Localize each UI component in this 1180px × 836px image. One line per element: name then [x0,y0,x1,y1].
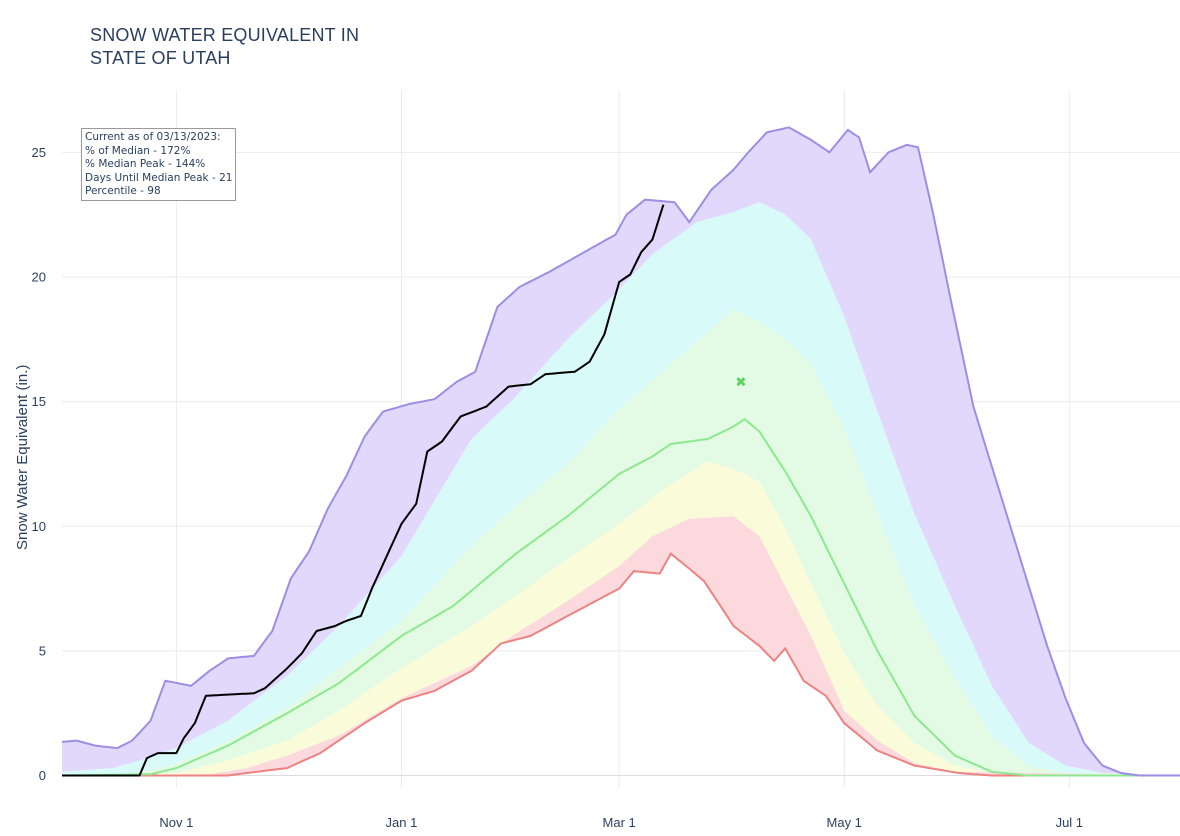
chart-title-line-2: STATE OF UTAH [90,48,231,68]
median-peak-marker [736,377,746,387]
y-tick-label: 20 [32,269,46,284]
band-p30-to-p10 [62,461,1180,776]
y-axis-ticks: 0 5 10 15 20 25 [32,145,46,783]
y-tick-label: 10 [32,519,46,534]
x-tick-label: Jul 1 [1056,815,1083,830]
x-tick-label: Jan 1 [386,815,418,830]
info-line-percentile: Percentile - 98 [85,185,161,197]
series-lines [61,126,1180,777]
band-p90-to-p70 [62,202,1180,776]
band-max-to-p90 [62,127,1180,776]
current-year-line [62,204,665,777]
band-p70-to-p30 [62,309,1180,776]
x-axis-ticks: Nov 1 Jan 1 Mar 1 May 1 Jul 1 [159,815,1083,830]
info-line-pct-median: % of Median - 172% [85,144,191,157]
x-tick-label: May 1 [827,815,862,830]
y-tick-label: 5 [39,643,46,658]
x-tick-label: Mar 1 [603,815,636,830]
max-line [61,126,1180,777]
status-info-box: Current as of 03/13/2023: % of Median - … [81,128,237,201]
y-tick-label: 15 [32,394,46,409]
min-line [62,552,1180,777]
markers [736,377,746,387]
x-tick-label: Nov 1 [159,815,193,830]
band-p10-to-min [62,516,1180,776]
percentile-bands [62,127,1180,776]
median-line [62,417,1180,777]
info-line-pct-median-peak: % Median Peak - 144% [85,158,206,170]
chart-title-line-1: SNOW WATER EQUIVALENT IN [90,25,360,45]
y-tick-label: 0 [39,768,46,783]
info-line-as-of: Current as of 03/13/2023: [85,131,221,143]
info-line-days-until-peak: Days Until Median Peak - 21 [85,171,233,184]
y-tick-label: 25 [32,145,46,160]
